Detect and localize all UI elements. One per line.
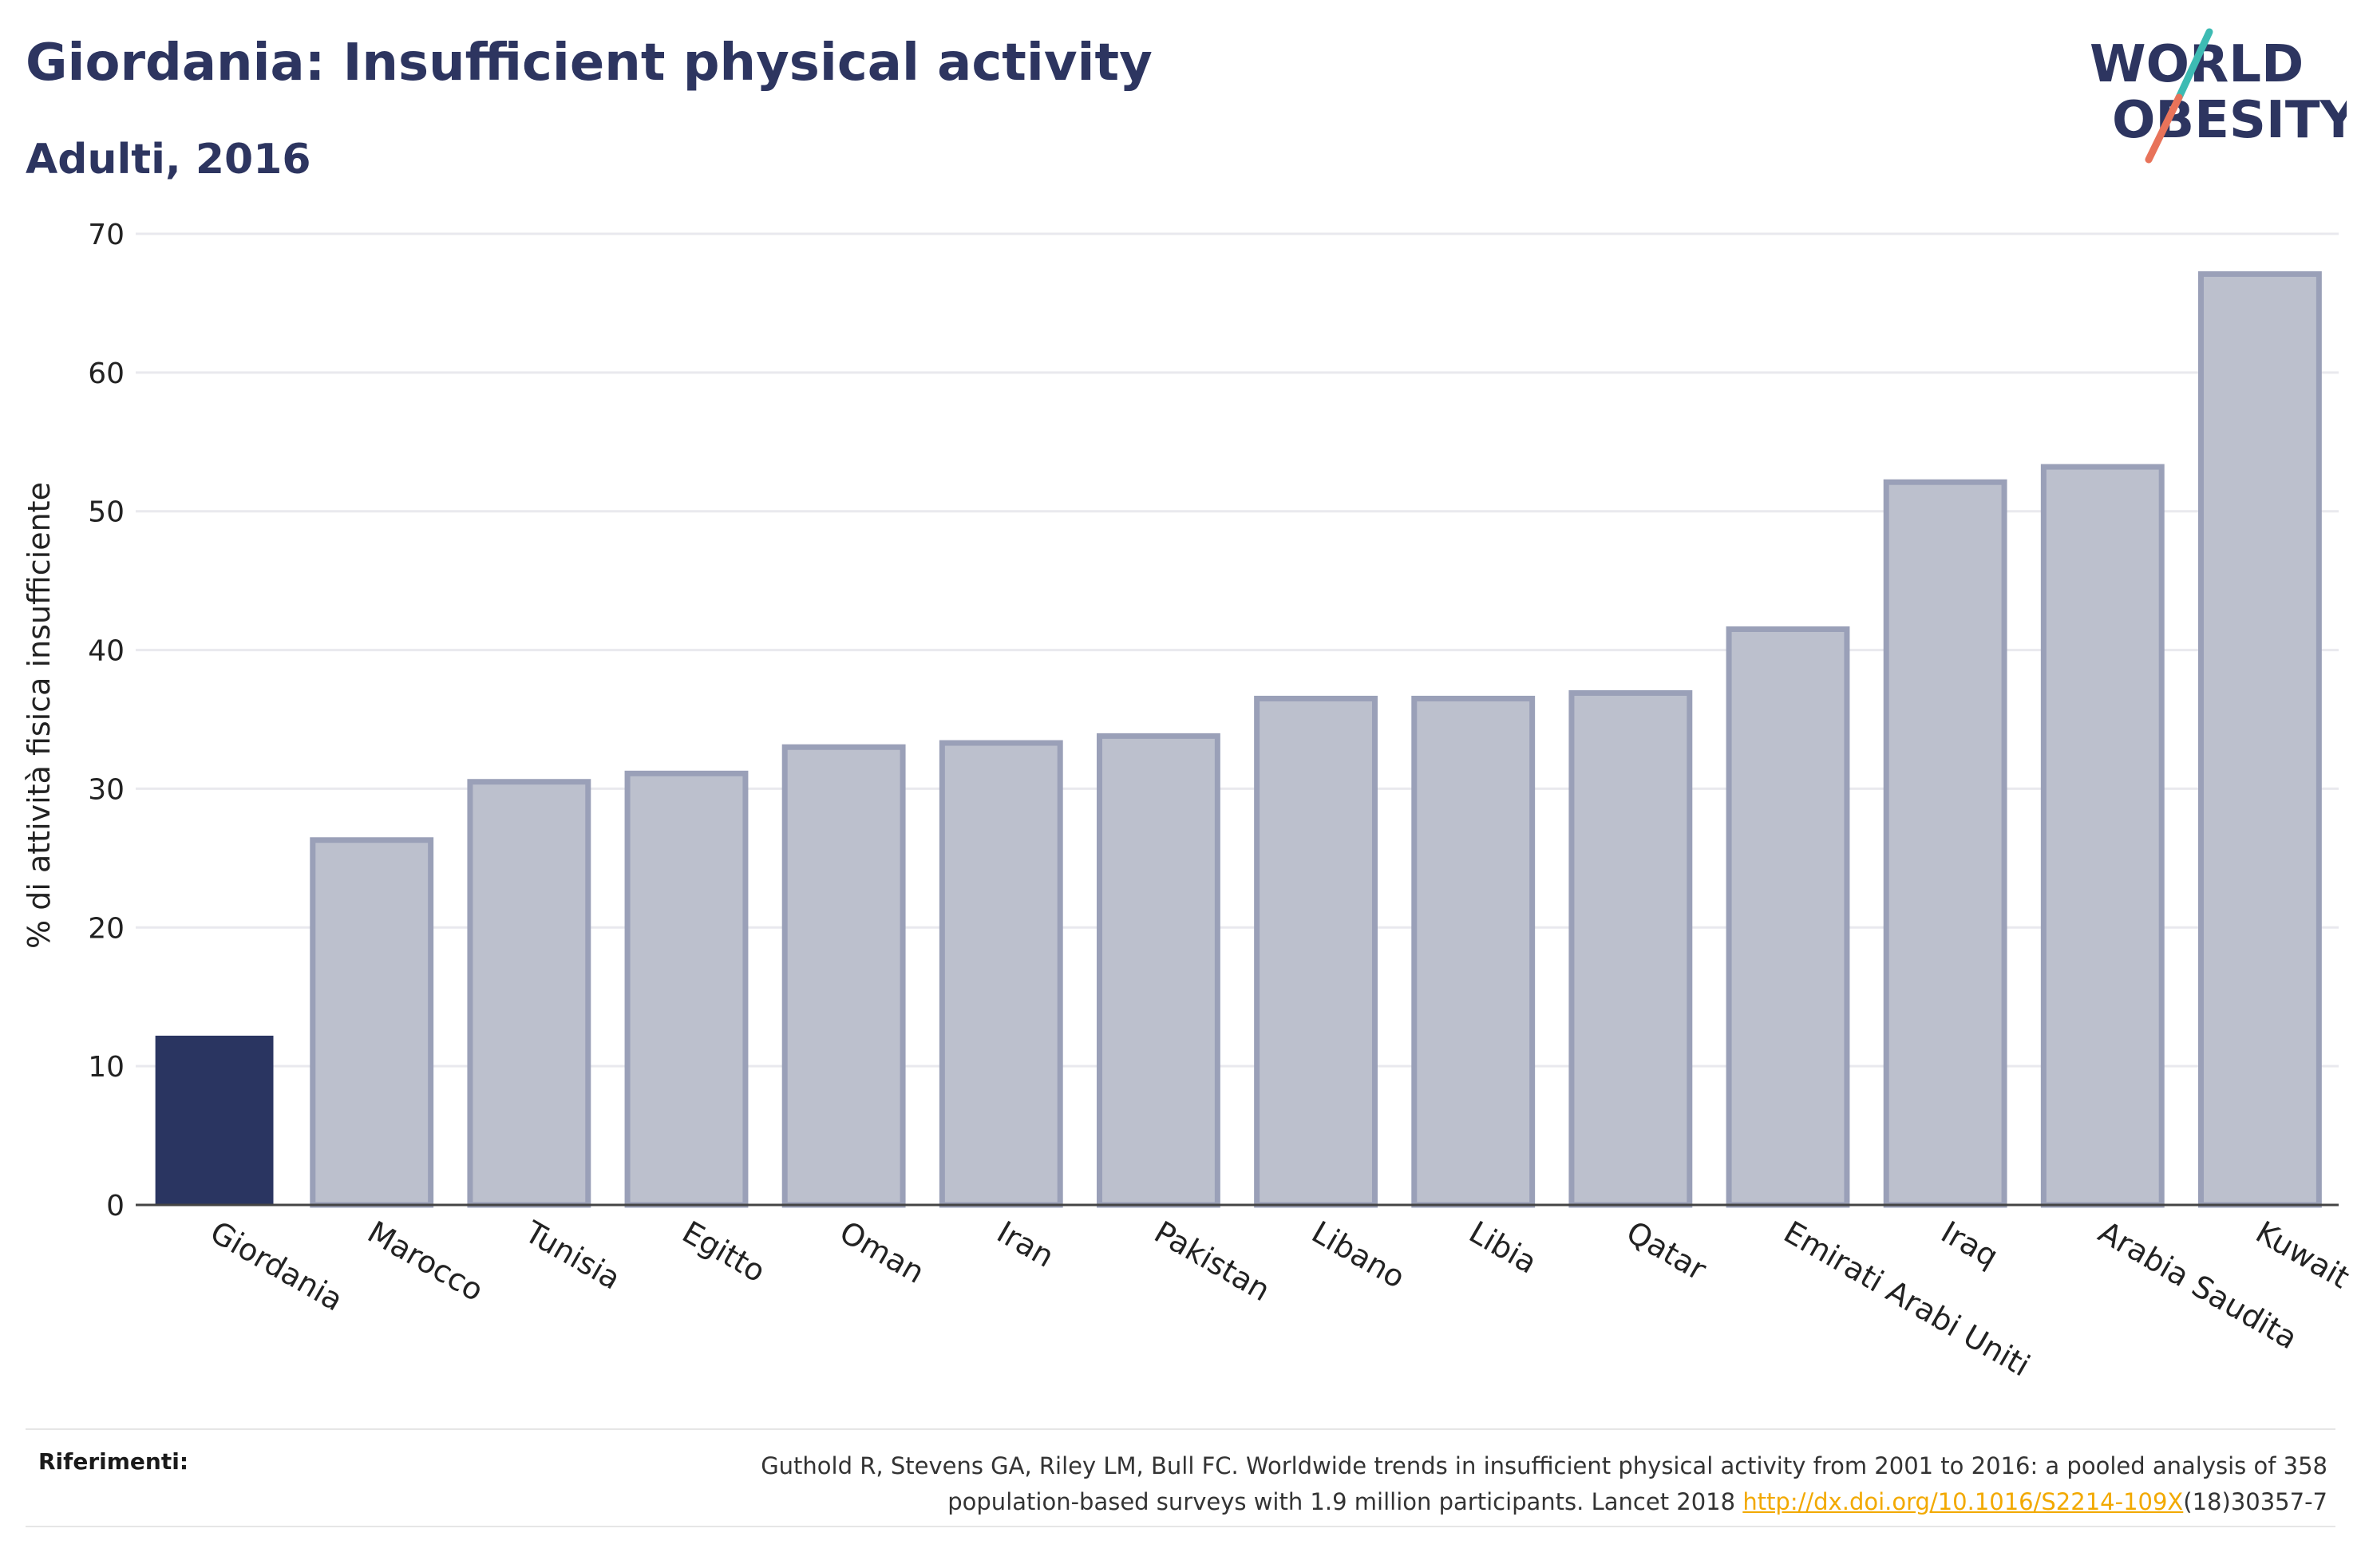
grid-lines (136, 232, 2339, 1068)
x-tick-label: Libano (1306, 1215, 1411, 1295)
x-tick-label: Iraq (1936, 1215, 2004, 1274)
x-tick-label: Egitto (677, 1215, 772, 1290)
bar-marocco[interactable] (310, 837, 434, 1208)
bar-libano[interactable] (1254, 695, 1378, 1208)
x-tick-label: Oman (834, 1215, 931, 1290)
y-tick-label: 30 (88, 773, 125, 806)
reference-divider-top (26, 1428, 2335, 1430)
bar-emirati-arabi-uniti[interactable] (1726, 626, 1850, 1208)
y-tick-label: 50 (88, 496, 125, 529)
chart-title: Giordania: Insufficient physical activit… (26, 34, 1153, 93)
bar-giordania[interactable] (155, 1035, 274, 1205)
reference-divider-bottom (26, 1526, 2335, 1527)
reference-doi-link[interactable]: http://dx.doi.org/10.1016/S2214-109X (1742, 1488, 2184, 1515)
bar-chart: 0 10 20 30 40 50 60 70 Giordania Marocco Tunisia E… (22, 219, 2355, 1384)
y-tick-label: 40 (88, 635, 125, 668)
logo-word-obesity: OBESITY (2112, 91, 2347, 150)
bars (155, 271, 2322, 1208)
reference-line-2-prefix: population-based surveys with 1.9 millio… (947, 1488, 1743, 1515)
x-tick-label: Kuwait (2250, 1215, 2355, 1296)
chart-subtitle: Adulti, 2016 (26, 136, 311, 184)
y-tick-label: 60 (88, 357, 125, 390)
x-tick-label: Qatar (1620, 1215, 1712, 1288)
bar-iran[interactable] (939, 740, 1063, 1208)
references-text: Guthold R, Stevens GA, Riley LM, Bull FC… (492, 1448, 2327, 1520)
world-obesity-logo: WORLD OBESITY (2090, 28, 2347, 164)
y-tick-label: 20 (88, 912, 125, 945)
bar-pakistan[interactable] (1097, 733, 1220, 1208)
reference-line-2-suffix: (18)30357-7 (2183, 1488, 2327, 1515)
y-tick-label: 0 (106, 1190, 125, 1222)
x-tick-label: Iran (991, 1215, 1060, 1274)
bar-libia[interactable] (1411, 695, 1536, 1208)
y-tick-label: 70 (88, 219, 125, 251)
bar-kuwait[interactable] (2198, 271, 2322, 1208)
logo-slash-teal (2175, 28, 2213, 101)
x-tick-label: Pakistan (1149, 1215, 1276, 1309)
y-axis-label: % di attività fisica insufficiente (22, 482, 57, 949)
bar-oman[interactable] (781, 744, 906, 1208)
x-tick-label: Marocco (362, 1215, 489, 1309)
x-tick-labels: Giordania Marocco Tunisia Egitto Oman Iran Pak… (204, 1214, 2355, 1383)
bar-iraq[interactable] (1883, 479, 2007, 1208)
references-label: Riferimenti: (38, 1448, 189, 1475)
logo-slash-coral (2145, 93, 2183, 164)
x-tick-label: Libia (1463, 1215, 1543, 1281)
bar-tunisia[interactable] (467, 779, 591, 1208)
reference-line-1: Guthold R, Stevens GA, Riley LM, Bull FC… (761, 1452, 2327, 1479)
x-tick-label: Giordania (204, 1215, 349, 1318)
x-tick-label: Tunisia (518, 1214, 626, 1297)
y-tick-labels: 0 10 20 30 40 50 60 70 (88, 219, 125, 1222)
bar-qatar[interactable] (1568, 689, 1693, 1208)
y-tick-label: 10 (88, 1051, 125, 1084)
bar-arabia-saudita[interactable] (2040, 464, 2165, 1208)
bar-egitto[interactable] (624, 770, 749, 1208)
